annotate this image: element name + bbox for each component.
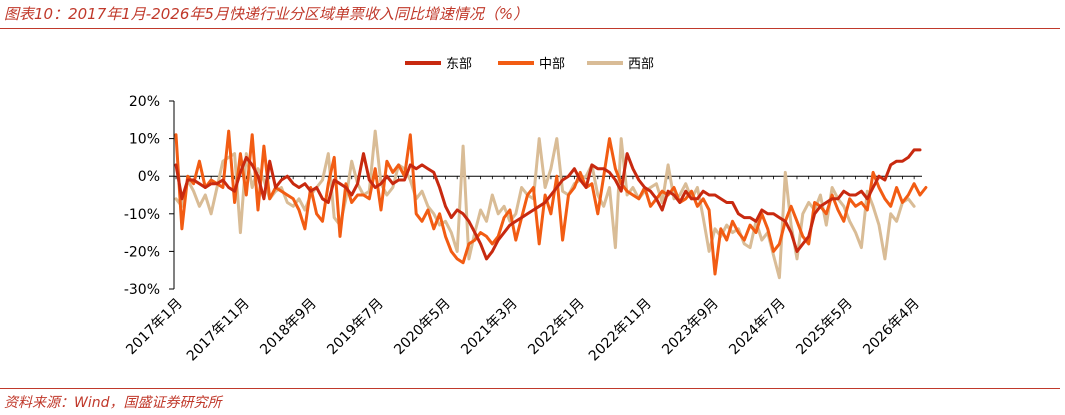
y-axis: 20% 10% 0% -10% -20% -30% — [124, 94, 175, 298]
x-tick-label: 2018年9月 — [257, 296, 320, 359]
x-tick-label: 2022年11月 — [586, 296, 655, 365]
x-tick-label: 2024年7月 — [726, 296, 789, 359]
figure-title: 图表10：2017年1月-2026年5月快递行业分区域单票收入同比增速情况（%） — [4, 5, 529, 23]
y-tick-label: 10% — [129, 132, 160, 148]
x-tick-label: 2017年1月 — [123, 296, 186, 359]
legend-label: 东部 — [446, 57, 472, 72]
legend: 东部 中部 西部 — [405, 57, 654, 72]
x-tick-label: 2026年4月 — [860, 296, 923, 359]
plot-area — [174, 129, 928, 280]
series-line-2 — [174, 129, 916, 280]
y-tick-label: 20% — [129, 94, 160, 110]
line-chart: 东部 中部 西部 20% 10% 0% -10% -20% -30% 2017年1月2017年… — [123, 57, 928, 365]
y-tick-label: 0% — [138, 169, 160, 185]
x-tick-label: 2021年3月 — [458, 296, 521, 359]
source-note: 资料来源：Wind，国盛证券研究所 — [4, 395, 222, 411]
legend-label: 西部 — [628, 57, 654, 72]
top-divider — [0, 28, 1060, 29]
y-tick-label: -30% — [124, 282, 160, 298]
x-tick-label: 2017年11月 — [184, 296, 253, 365]
x-tick-label: 2023年9月 — [659, 296, 722, 359]
x-tick-label: 2022年1月 — [525, 296, 588, 359]
y-tick-label: -10% — [124, 207, 160, 223]
series-line-0 — [174, 148, 922, 261]
legend-label: 中部 — [539, 57, 565, 72]
x-tick-label: 2020年5月 — [391, 296, 454, 359]
y-tick-label: -20% — [124, 244, 160, 260]
x-tick-label: 2019年7月 — [324, 296, 387, 359]
series-line-1 — [174, 129, 928, 276]
x-tick-label: 2025年5月 — [793, 296, 856, 359]
bottom-divider — [0, 388, 1060, 389]
